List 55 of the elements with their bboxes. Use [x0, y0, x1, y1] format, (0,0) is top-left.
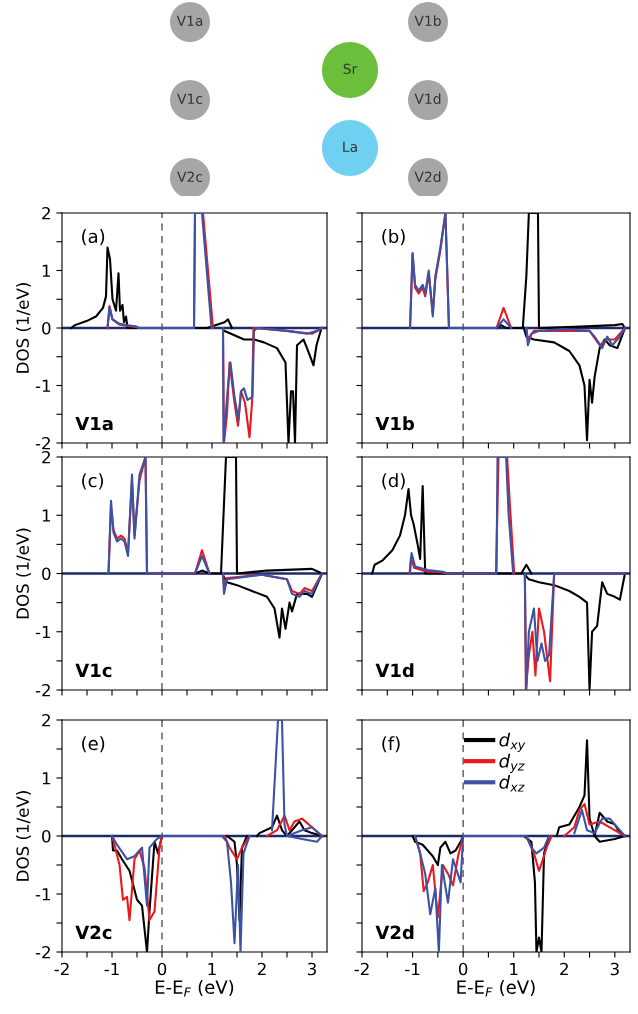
x-tick-label: -2 [54, 962, 69, 976]
annotation: V2d [375, 925, 414, 940]
y-tick-label: 1 [42, 772, 51, 785]
x-tick-label: 3 [610, 962, 619, 976]
annotation: V1a [75, 416, 113, 431]
text: La [343, 141, 357, 153]
x-tick-label: 0 [458, 962, 468, 976]
x-axis-title: E-E$_{F}$ (eV) [457, 979, 535, 997]
text: V2d [414, 171, 441, 183]
annotation: (c) [82, 473, 104, 490]
legend-label: d$_{xy}$ [499, 732, 526, 752]
y-tick-label: -2 [35, 945, 50, 959]
y-tick-label: 2 [42, 206, 50, 220]
x-tick-label: 0 [157, 962, 167, 976]
x-tick-label: -1 [405, 962, 420, 976]
x-tick-label: -1 [104, 962, 119, 976]
annotation: (e) [82, 736, 105, 753]
annotation: (f) [382, 736, 400, 753]
y-axis-title: DOS (1/eV) [16, 283, 31, 373]
x-tick-label: 1 [208, 962, 216, 976]
y-tick-label: -1 [35, 625, 51, 639]
text: V1a [176, 15, 203, 27]
x-tick-label: 2 [560, 962, 568, 976]
text: V2c [177, 171, 203, 183]
y-tick-label: 1 [42, 509, 51, 522]
x-tick-label: 1 [510, 962, 518, 976]
y-tick-label: -2 [35, 683, 50, 697]
text: V1b [414, 15, 441, 27]
x-tick-label: 2 [257, 962, 266, 976]
y-tick-label: -2 [35, 436, 50, 450]
legend-label: d$_{yz}$ [499, 753, 525, 774]
y-tick-label: 0 [42, 829, 51, 843]
annotation: V1d [375, 663, 414, 678]
annotation: (a) [82, 229, 105, 246]
y-tick-label: -1 [35, 888, 51, 901]
annotation: V1b [375, 416, 415, 431]
y-axis-title: DOS (1/eV) [16, 528, 31, 619]
x-tick-label: -2 [354, 962, 369, 976]
y-tick-label: 0 [42, 567, 51, 581]
annotation: V1c [75, 663, 112, 678]
x-tick-label: 3 [307, 962, 316, 976]
text: Sr [343, 63, 358, 75]
y-axis-title: DOS (1/eV) [16, 791, 31, 881]
text: V1d [414, 93, 441, 105]
annotation: (b) [382, 229, 405, 246]
y-tick-label: -1 [35, 379, 51, 392]
y-tick-label: 2 [42, 713, 50, 727]
y-tick-label: 2 [42, 450, 50, 464]
y-tick-label: 1 [42, 264, 51, 277]
annotation: V2c [75, 925, 112, 940]
text: V1c [177, 93, 203, 105]
x-axis-title: E-E$_{F}$ (eV) [155, 979, 234, 997]
legend-label: d$_{xz}$ [499, 774, 525, 792]
annotation: (d) [382, 473, 405, 490]
y-tick-label: 0 [42, 321, 51, 335]
